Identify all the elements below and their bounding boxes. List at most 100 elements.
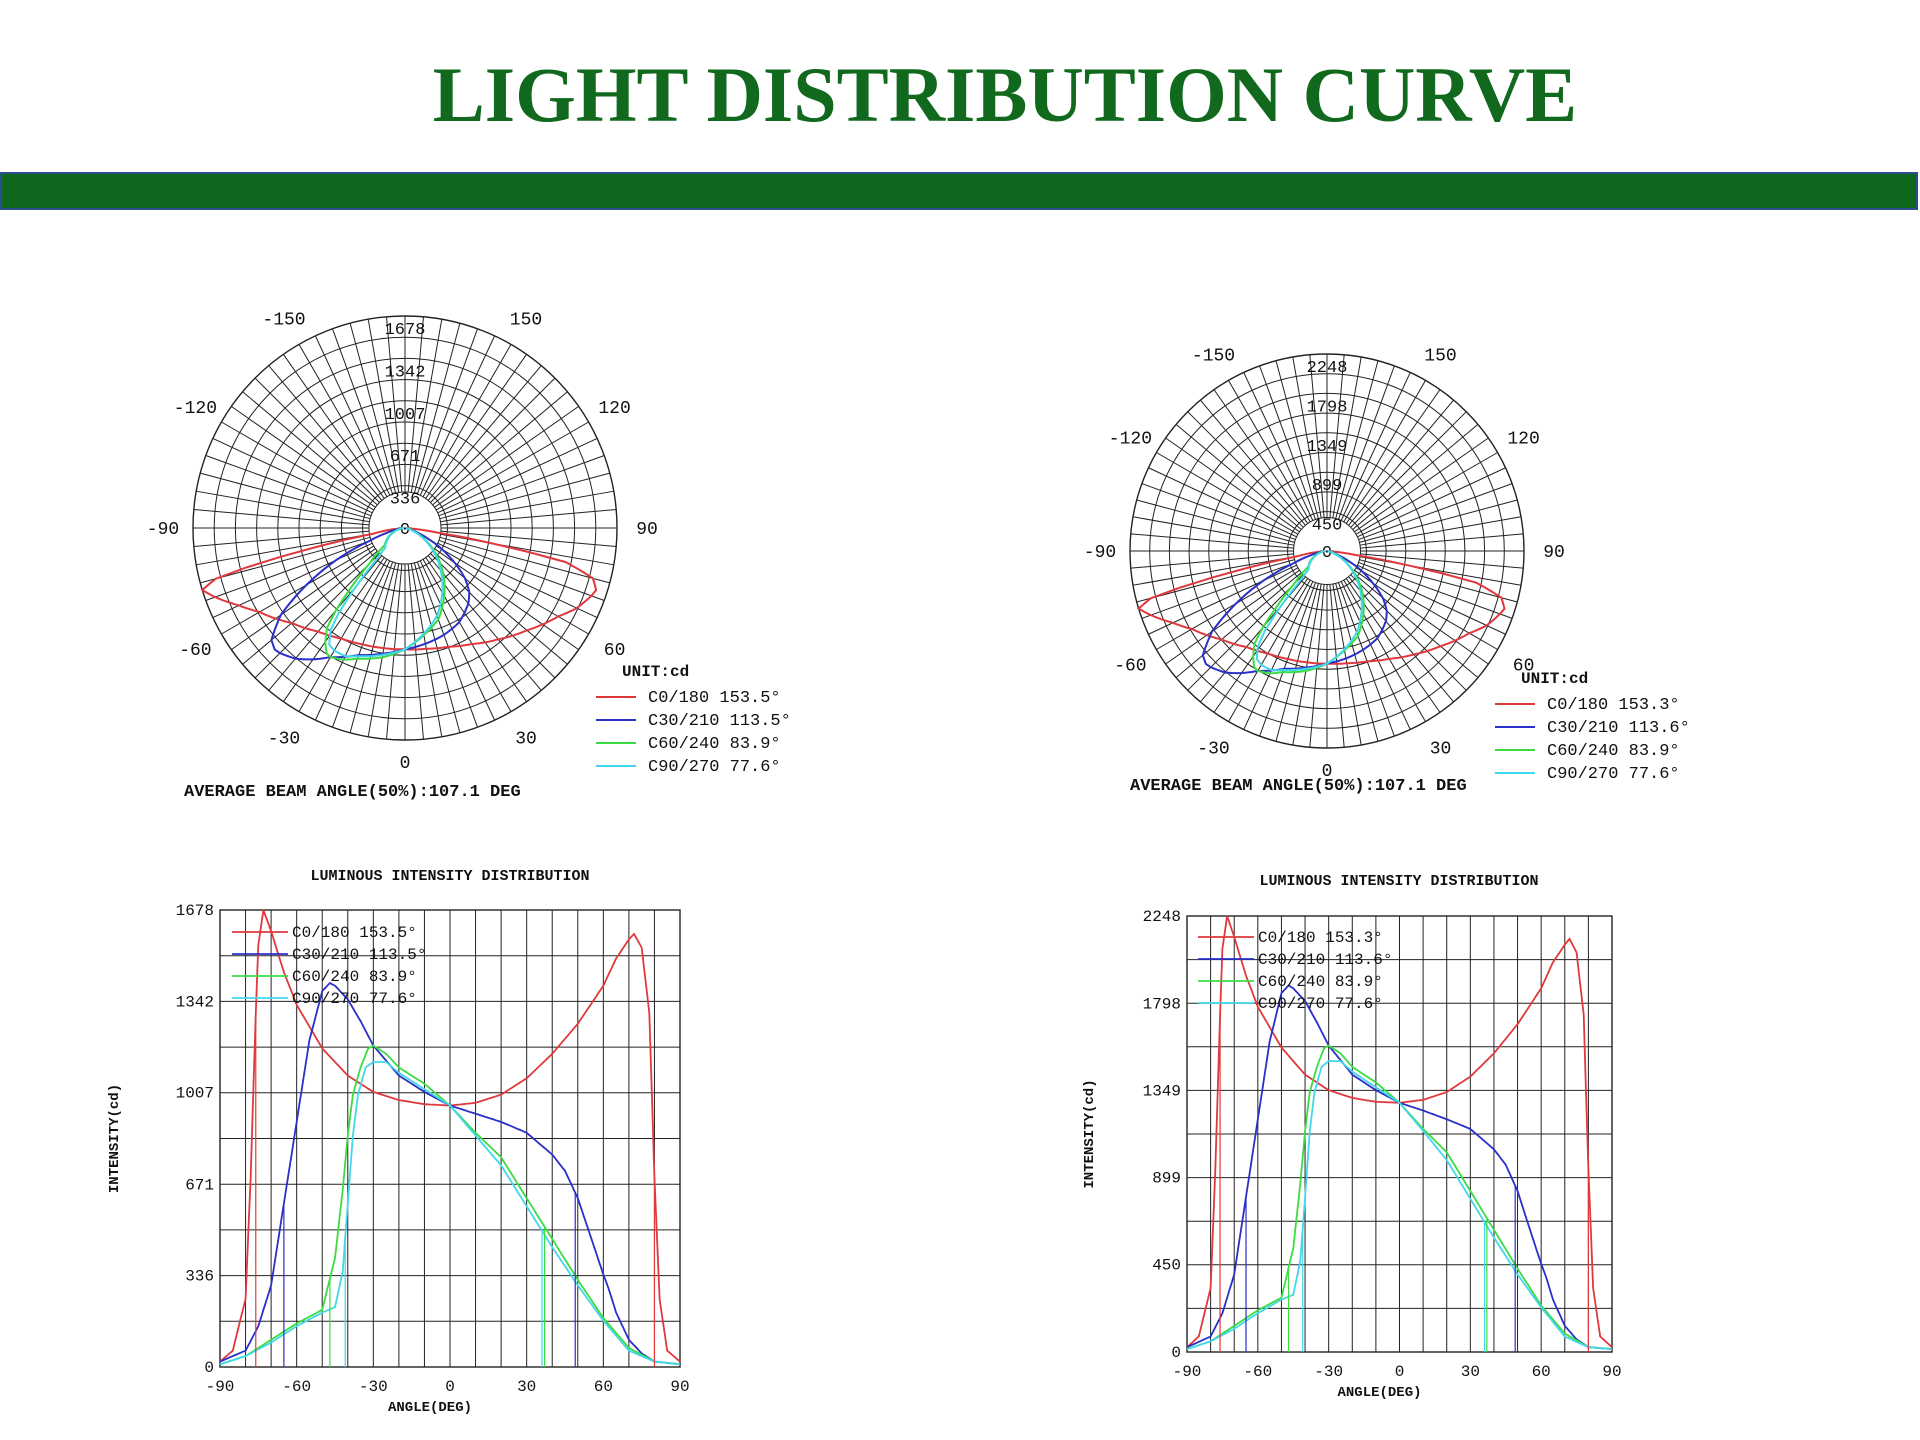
polar-spoke	[1141, 561, 1296, 619]
polar-spoke	[367, 563, 400, 737]
polar-spoke	[242, 550, 378, 665]
polar-spoke	[419, 335, 496, 496]
polar-spoke	[1332, 583, 1362, 746]
y-tick-label: 899	[1152, 1170, 1181, 1188]
polar-spoke	[1148, 467, 1297, 538]
polar-unit-label: UNIT:cd	[622, 663, 689, 681]
x-tick-label: 90	[1602, 1363, 1621, 1381]
y-tick-label: 1798	[1143, 995, 1181, 1013]
y-tick-label: 2248	[1143, 908, 1181, 926]
polar-angle-label: 30	[515, 730, 537, 750]
polar-center-label: 0	[400, 521, 410, 540]
polar-ring-label: 1678	[385, 321, 426, 340]
polar-spoke	[427, 555, 542, 691]
polar-spoke	[193, 509, 370, 526]
x-tick-label: 30	[517, 1378, 536, 1396]
polar-spoke	[1359, 499, 1518, 543]
legend-entry: C90/270 77.6°	[648, 758, 781, 777]
polar-spoke	[1141, 483, 1296, 541]
legend-entry: C60/240 83.9°	[1547, 742, 1680, 761]
y-tick-label: 1342	[176, 994, 214, 1012]
polar-spoke	[432, 391, 568, 506]
polar-spoke	[1358, 483, 1513, 541]
polar-spoke	[416, 328, 478, 495]
polar-spoke	[434, 548, 579, 651]
x-tick-label: 60	[1532, 1363, 1551, 1381]
polar-angle-label: 150	[510, 310, 542, 330]
legend-entry: C60/240 83.9°	[1258, 973, 1383, 991]
polar-spoke	[1360, 533, 1524, 549]
polar-spoke	[1309, 354, 1325, 518]
polar-spoke	[1359, 559, 1518, 603]
polar-spoke	[1329, 584, 1345, 748]
polar-angle-label: -60	[179, 641, 211, 661]
polar-spoke	[1199, 399, 1306, 526]
polar-spoke	[298, 558, 388, 712]
legend-entry: C30/210 113.5°	[292, 946, 426, 964]
polar-spoke	[212, 437, 373, 514]
polar-spoke	[1357, 564, 1506, 635]
x-tick-label: 0	[445, 1378, 455, 1396]
polar-ring-label: 671	[390, 448, 421, 467]
polar-spoke	[254, 553, 380, 679]
polar-spoke	[1228, 380, 1311, 523]
x-tick-label: -30	[359, 1378, 388, 1396]
polar-spoke	[1165, 437, 1300, 533]
polar-spoke	[1175, 572, 1302, 679]
polar-spoke	[410, 319, 443, 493]
polar-ring-label: 2248	[1307, 359, 1348, 378]
legend-entry: C0/180 153.3°	[1547, 696, 1680, 715]
beam-angle-label: AVERAGE BEAM ANGLE(50%):107.1 DEG	[1130, 777, 1467, 796]
x-axis-label: ANGLE(DEG)	[1337, 1385, 1421, 1401]
polar-spoke	[200, 536, 371, 584]
polar-spoke	[425, 354, 528, 499]
polar-spoke	[437, 437, 598, 514]
polar-spoke	[221, 545, 375, 635]
polar-spoke	[1348, 399, 1455, 526]
polar-spoke	[349, 323, 397, 494]
polar-angle-label: -30	[1197, 740, 1229, 760]
polar-spoke	[242, 391, 378, 506]
polar-spoke	[413, 323, 461, 494]
polar-spoke	[1352, 572, 1479, 679]
polar-spoke	[1335, 360, 1379, 519]
polar-spoke	[1354, 569, 1489, 665]
polar-spoke	[435, 421, 589, 511]
y-tick-label: 1678	[176, 902, 214, 920]
polar-center-disc	[368, 491, 442, 565]
polar-spoke	[196, 533, 370, 566]
legend-entry: C30/210 113.5°	[648, 712, 791, 731]
x-tick-label: 30	[1461, 1363, 1480, 1381]
x-tick-label: -60	[282, 1378, 311, 1396]
polar-spoke	[1329, 354, 1345, 518]
polar-angle-label: 120	[1507, 430, 1539, 450]
polar-spoke	[1130, 533, 1294, 549]
legend-entry: C90/270 77.6°	[292, 990, 417, 1008]
intensity-curve-series-4	[219, 1061, 681, 1366]
polar-spoke	[416, 561, 478, 728]
polar-spoke	[254, 377, 380, 503]
polar-spoke	[1130, 553, 1294, 569]
polar-angle-label: -60	[1114, 657, 1146, 677]
y-tick-label: 336	[185, 1267, 214, 1285]
x-tick-label: 90	[670, 1378, 689, 1396]
polar-angle-label: 60	[604, 641, 626, 661]
polar-spoke	[1213, 578, 1309, 713]
y-tick-label: 0	[204, 1359, 214, 1377]
polar-spoke	[1340, 372, 1411, 521]
polar-angle-label: -120	[1109, 430, 1152, 450]
polar-spoke	[1187, 574, 1304, 691]
polar-angle-label: 90	[1543, 543, 1565, 563]
polar-spoke	[1350, 411, 1467, 528]
polar-angle-label: -90	[1084, 543, 1116, 563]
x-axis-label: ANGLE(DEG)	[388, 1400, 472, 1416]
polar-center-label: 0	[1322, 544, 1332, 563]
title-band	[0, 172, 1918, 210]
polar-spoke	[1136, 499, 1295, 543]
legend-entry: C0/180 153.5°	[292, 924, 417, 942]
polar-ring-label: 899	[1312, 477, 1343, 496]
legend-entry: C0/180 153.3°	[1258, 929, 1383, 947]
x-tick-label: -90	[206, 1378, 235, 1396]
polar-spoke	[430, 553, 556, 679]
